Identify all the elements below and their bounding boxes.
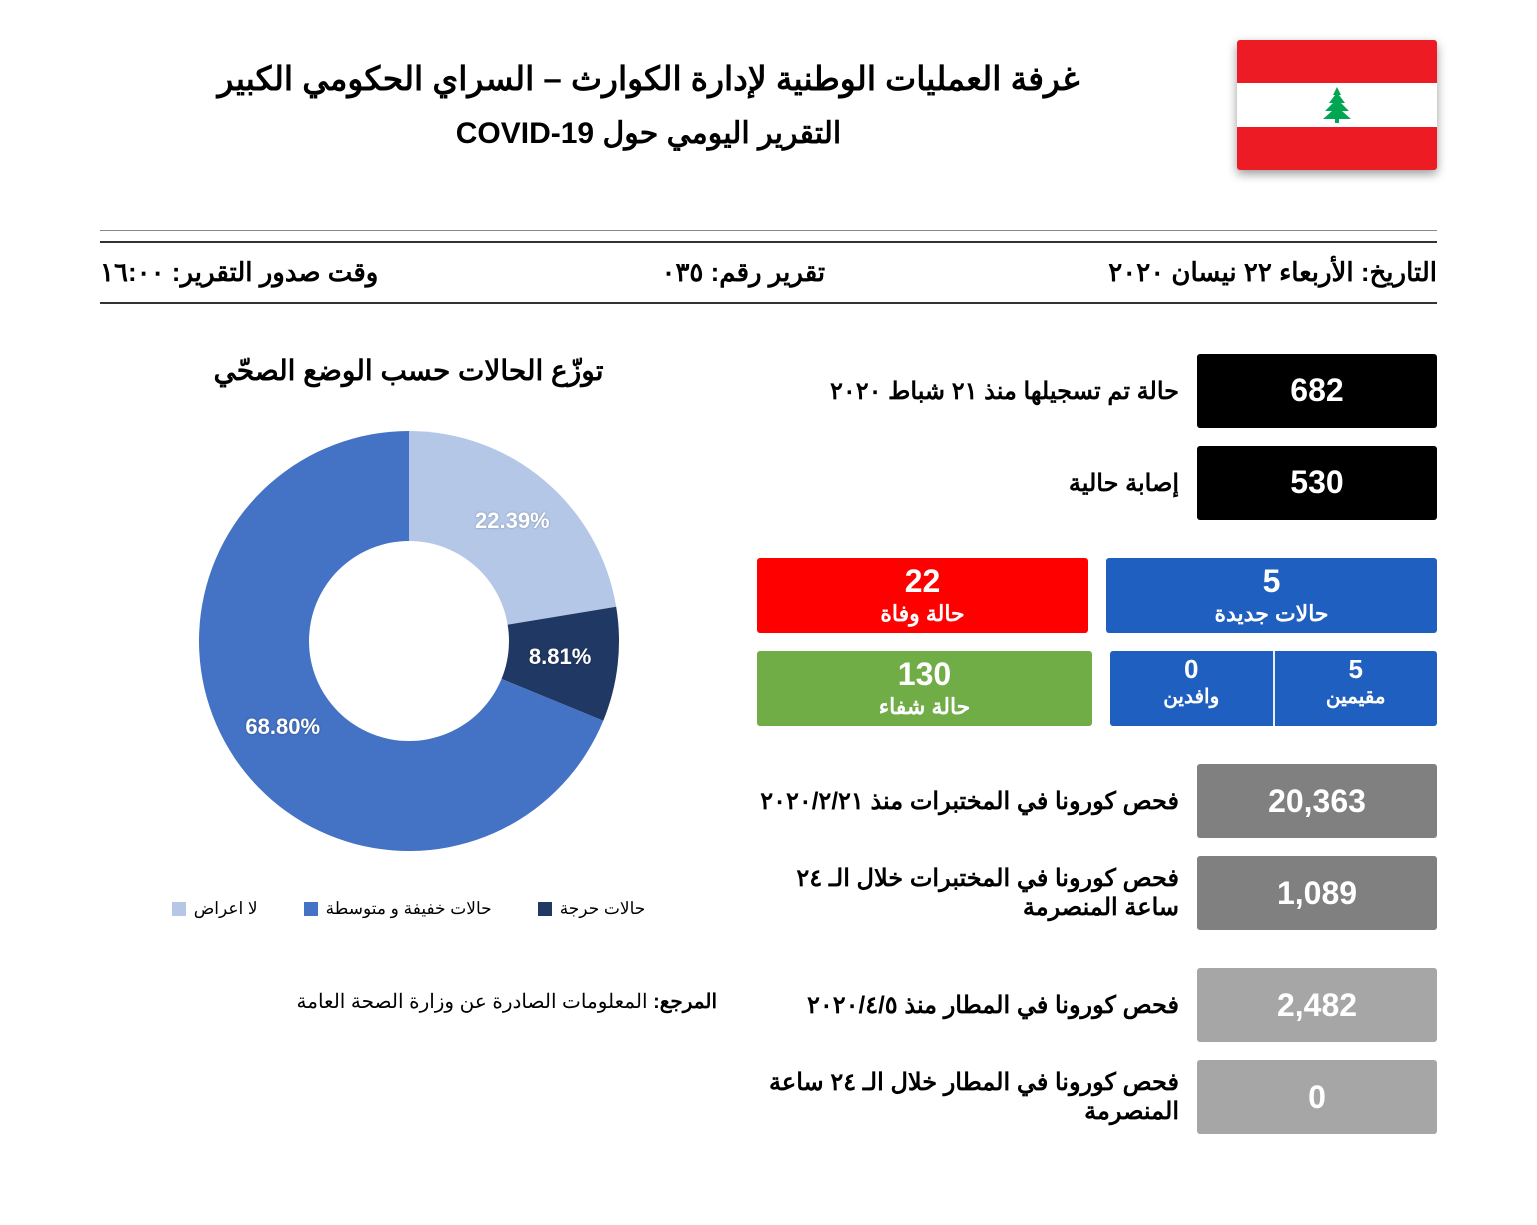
time-label: وقت صدور التقرير: [172,257,379,287]
residents-label: مقيمين [1277,684,1436,709]
legend-item: حالات خفيفة و متوسطة [304,899,492,919]
source-line: المرجع: المعلومات الصادرة عن وزارة الصحة… [100,989,717,1014]
stat-recovered: 130 حالة شفاء [757,651,1092,726]
row-airport-total: 2,482 فحص كورونا في المطار منذ ٢٠٢٠/٤/٥ [757,968,1437,1042]
stat-active: 530 [1197,446,1437,520]
stat-airport-total: 2,482 [1197,968,1437,1042]
source-text: المعلومات الصادرة عن وزارة الصحة العامة [297,991,648,1013]
row-new-deaths: 5 حالات جديدة 22 حالة وفاة [757,558,1437,633]
airport-total-value: 2,482 [1201,988,1433,1023]
legend-swatch [538,902,552,916]
arrivals-label: وافدين [1112,684,1271,709]
legend-text: لا اعراض [194,899,258,919]
flag-stripe-mid [1237,83,1437,126]
legend-text: حالات خفيفة و متوسطة [326,899,492,919]
legend-item: لا اعراض [172,899,258,919]
tests-total-value: 20,363 [1201,784,1433,819]
cell-residents: 5 مقيمين [1273,651,1438,726]
registered-label: حالة تم تسجيلها منذ ٢١ شباط ٢٠٢٠ [757,354,1179,428]
time-value: ١٦:٠٠ [100,257,165,287]
row-residents-recovered: 5 مقيمين 0 وافدين 130 حالة شفاء [757,651,1437,726]
row-airport-24h: 0 فحص كورونا في المطار خلال الـ ٢٤ ساعة … [757,1060,1437,1134]
body: 682 حالة تم تسجيلها منذ ٢١ شباط ٢٠٢٠ 530… [100,354,1437,1134]
slice-label: 68.80% [245,714,320,740]
deaths-value: 22 [761,564,1084,599]
flag-stripe-bot [1237,127,1437,170]
airport-24h-value: 0 [1201,1080,1433,1115]
header-titles: غرفة العمليات الوطنية لإدارة الكوارث – ا… [100,59,1197,151]
stats-column: 682 حالة تم تسجيلها منذ ٢١ شباط ٢٠٢٠ 530… [757,354,1437,1134]
chart-legend: حالات حرجة حالات خفيفة و متوسطة لا اعراض [172,899,646,919]
meta-report-no: تقرير رقم: ٠٣٥ [661,257,825,288]
stat-residents-arrivals: 5 مقيمين 0 وافدين [1110,651,1437,726]
slice-label: 8.81% [529,644,591,670]
airport-total-label: فحص كورونا في المطار منذ ٢٠٢٠/٤/٥ [757,968,1179,1042]
date-value: الأربعاء ٢٢ نيسان ٢٠٢٠ [1108,257,1353,287]
cedar-icon [1315,85,1359,125]
recovered-value: 130 [761,657,1088,692]
active-value: 530 [1201,465,1433,500]
deaths-label: حالة وفاة [761,601,1084,627]
stat-registered: 682 [1197,354,1437,428]
reportno-label: تقرير رقم: [711,257,826,287]
reportno-value: ٠٣٥ [661,257,703,287]
stat-tests-24h: 1,089 [1197,856,1437,930]
slice-label: 22.39% [475,508,550,534]
legend-text: حالات حرجة [560,899,646,919]
report-header: غرفة العمليات الوطنية لإدارة الكوارث – ا… [100,40,1437,170]
stat-airport-24h: 0 [1197,1060,1437,1134]
row-registered: 682 حالة تم تسجيلها منذ ٢١ شباط ٢٠٢٠ [757,354,1437,428]
legend-item: حالات حرجة [538,899,646,919]
meta-bar: التاريخ: الأربعاء ٢٢ نيسان ٢٠٢٠ تقرير رق… [100,241,1437,304]
date-label: التاريخ: [1361,257,1437,287]
stat-deaths: 22 حالة وفاة [757,558,1088,633]
cell-arrivals: 0 وافدين [1110,651,1273,726]
arrivals-value: 0 [1112,655,1271,684]
active-label: إصابة حالية [757,446,1179,520]
stat-newcases: 5 حالات جديدة [1106,558,1437,633]
registered-value: 682 [1201,373,1433,408]
row-active: 530 إصابة حالية [757,446,1437,520]
legend-swatch [304,902,318,916]
residents-value: 5 [1277,655,1436,684]
lebanon-flag [1237,40,1437,170]
newcases-value: 5 [1110,564,1433,599]
donut-chart: 22.39% 8.81% 68.80% [179,411,639,871]
meta-date: التاريخ: الأربعاء ٢٢ نيسان ٢٠٢٠ [1108,257,1437,288]
tests-total-label: فحص كورونا في المختبرات منذ ٢٠٢٠/٢/٢١ [757,764,1179,838]
recovered-label: حالة شفاء [761,694,1088,720]
title-main: غرفة العمليات الوطنية لإدارة الكوارث – ا… [100,59,1197,98]
meta-time: وقت صدور التقرير: ١٦:٠٠ [100,257,378,288]
stat-tests-total: 20,363 [1197,764,1437,838]
chart-column: توزّع الحالات حسب الوضع الصحّي 22.39% 8.8… [100,354,717,1134]
source-prefix: المرجع: [653,991,717,1013]
row-tests-total: 20,363 فحص كورونا في المختبرات منذ ٢٠٢٠/… [757,764,1437,838]
airport-24h-label: فحص كورونا في المطار خلال الـ ٢٤ ساعة ال… [757,1060,1179,1134]
title-sub: التقرير اليومي حول COVID-19 [100,116,1197,151]
chart-title: توزّع الحالات حسب الوضع الصحّي [213,354,603,387]
tests-24h-value: 1,089 [1201,876,1433,911]
legend-swatch [172,902,186,916]
flag-stripe-top [1237,40,1437,83]
donut-hole [309,541,509,741]
row-tests-24h: 1,089 فحص كورونا في المختبرات خلال الـ ٢… [757,856,1437,930]
newcases-label: حالات جديدة [1110,601,1433,627]
tests-24h-label: فحص كورونا في المختبرات خلال الـ ٢٤ ساعة… [757,856,1179,930]
